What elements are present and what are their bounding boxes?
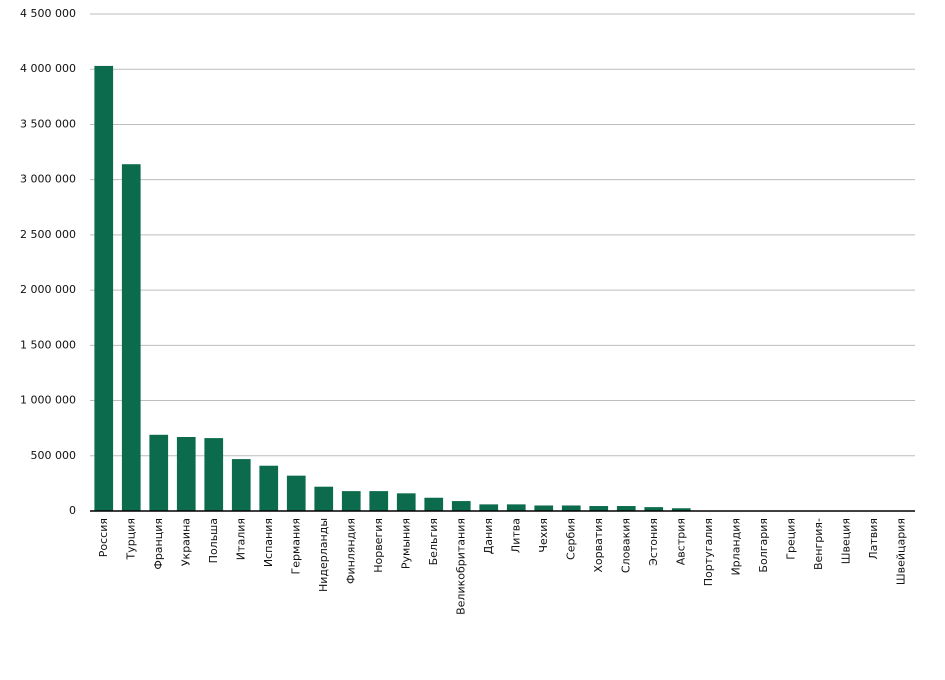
y-tick-label: 0: [69, 504, 76, 517]
x-tick-label: Украина: [179, 518, 192, 566]
x-tick-label: Сербия: [564, 518, 577, 560]
x-tick-label: Италия: [234, 518, 247, 560]
x-tick-label: Бельгия: [427, 518, 440, 565]
bar: [369, 491, 389, 511]
x-tick-label: Латвия: [867, 518, 880, 560]
x-tick-label: Франция: [152, 518, 165, 570]
bar: [671, 508, 691, 511]
x-tick-label: Германия: [289, 518, 302, 574]
bar: [616, 506, 636, 511]
bar: [341, 491, 361, 511]
bar: [259, 465, 279, 511]
bar: [121, 164, 141, 511]
x-tick-label: Дания: [482, 518, 495, 554]
bar: [479, 504, 499, 511]
x-tick-label: Литва: [509, 518, 522, 553]
bar: [94, 65, 114, 512]
y-tick-label: 3 500 000: [20, 117, 76, 130]
x-tick-label: Румыния: [399, 518, 412, 569]
x-tick-label: Польша: [207, 518, 220, 563]
y-tick-label: 2 500 000: [20, 228, 76, 241]
y-tick-label: 1 000 000: [20, 394, 76, 407]
x-tick-label: Португалия: [702, 518, 715, 586]
bar: [561, 505, 581, 511]
x-tick-label: Испания: [262, 518, 275, 567]
bar: [231, 459, 251, 511]
x-tick-label: Турция: [124, 518, 137, 560]
x-tick-label: Нидерланды: [317, 518, 330, 592]
bar: [286, 475, 306, 511]
bar: [589, 506, 609, 511]
bar: [176, 437, 196, 511]
bar: [451, 501, 471, 511]
x-tick-label: Хорватия: [592, 518, 605, 573]
bar: [644, 507, 664, 511]
x-tick-label: Швеция: [839, 518, 852, 564]
bar: [424, 497, 444, 511]
bar: [314, 486, 334, 511]
x-tick-label: Венгрия-: [812, 518, 825, 570]
y-tick-label: 4 000 000: [20, 62, 76, 75]
x-tick-label: Греция: [784, 518, 797, 560]
bar: [506, 504, 526, 511]
x-tick-label: Великобритания: [454, 518, 467, 615]
y-tick-label: 4 500 000: [20, 7, 76, 20]
x-tick-label: Эстония: [647, 518, 660, 566]
bar: [534, 505, 554, 511]
y-tick-label: 500 000: [31, 449, 77, 462]
x-tick-label: Россия: [97, 518, 110, 557]
y-tick-label: 2 000 000: [20, 283, 76, 296]
x-tick-label: Финляндия: [344, 518, 357, 584]
bar: [396, 493, 416, 511]
x-tick-label: Болгария: [757, 518, 770, 573]
y-tick-label: 3 000 000: [20, 173, 76, 186]
x-tick-label: Чехия: [537, 518, 550, 553]
y-tick-label: 1 500 000: [20, 338, 76, 351]
x-tick-label: Норвегия: [372, 518, 385, 573]
x-tick-label: Ирландия: [729, 518, 742, 576]
x-tick-label: Австрия: [674, 518, 687, 565]
bar: [149, 434, 169, 511]
x-tick-label: Швейцария: [894, 518, 907, 585]
x-tick-label: Словакия: [619, 518, 632, 573]
bar: [204, 438, 224, 511]
